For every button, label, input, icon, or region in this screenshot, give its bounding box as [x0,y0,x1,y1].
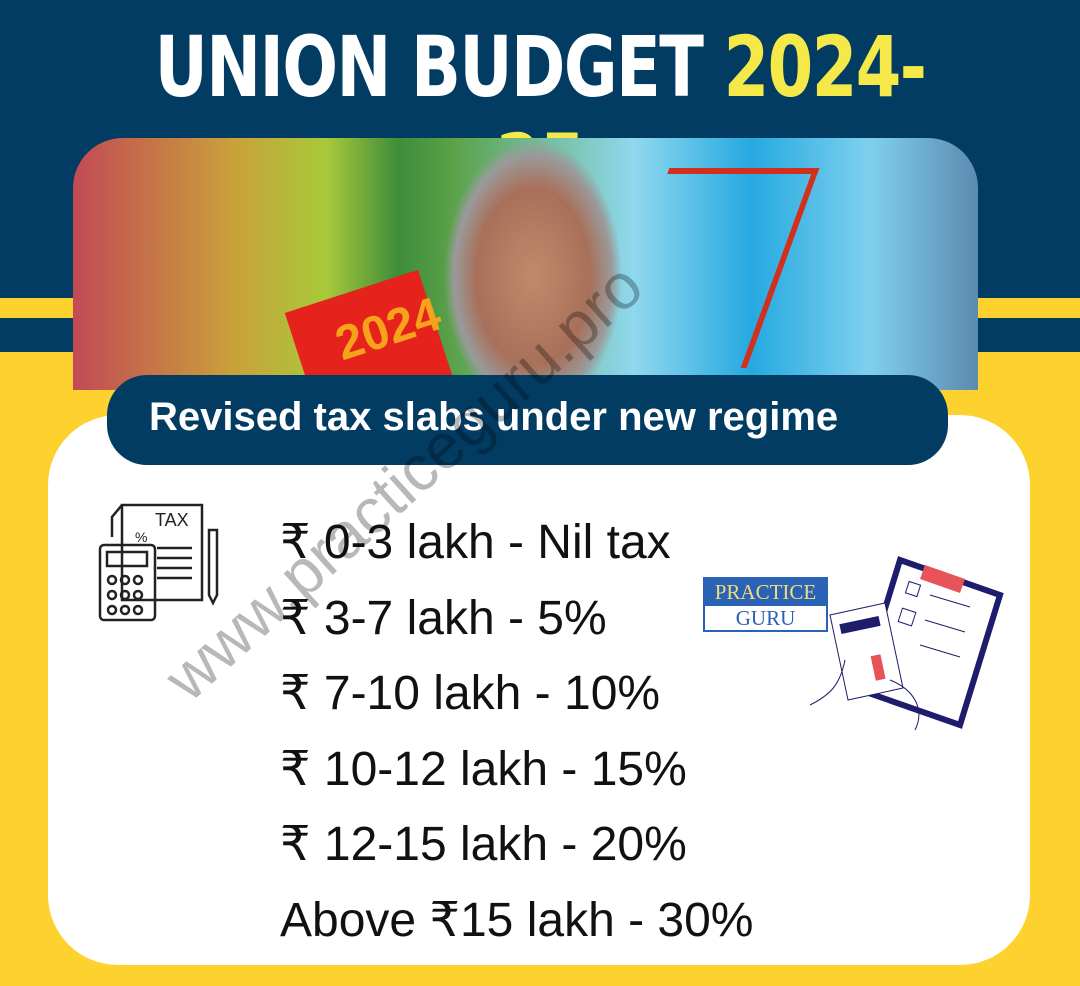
slab-item: ₹ 10-12 lakh - 15% [280,742,687,796]
growth-arrow-icon [596,168,820,368]
slab-item: Above ₹15 lakh - 30% [280,893,754,947]
slab-item: ₹ 3-7 lakh - 5% [280,591,607,645]
book-text: 2024 [329,287,448,372]
title-main: UNION BUDGET [154,18,704,116]
subtitle-banner: Revised tax slabs under new regime [107,375,948,465]
tax-calculator-icon: TAX % [97,500,227,630]
banner-image: 2024 [73,138,978,390]
percent-label: % [135,529,147,545]
logo-line1: PRACTICE [705,579,826,606]
portrait [443,138,623,390]
logo-line2: GURU [735,606,796,630]
practice-guru-logo: PRACTICE GURU [703,577,828,632]
slab-item: ₹ 0-3 lakh - Nil tax [280,516,671,569]
clipboard-calculator-illustration [805,555,1005,740]
budget-book: 2024 [284,269,462,390]
tax-slab-list: ₹ 0-3 lakh - Nil tax ₹ 3-7 lakh - 5% ₹ 7… [280,505,753,958]
tax-label: TAX [155,510,189,530]
slab-item: ₹ 7-10 lakh - 10% [280,667,661,720]
slab-item: ₹ 12-15 lakh - 20% [280,818,687,871]
